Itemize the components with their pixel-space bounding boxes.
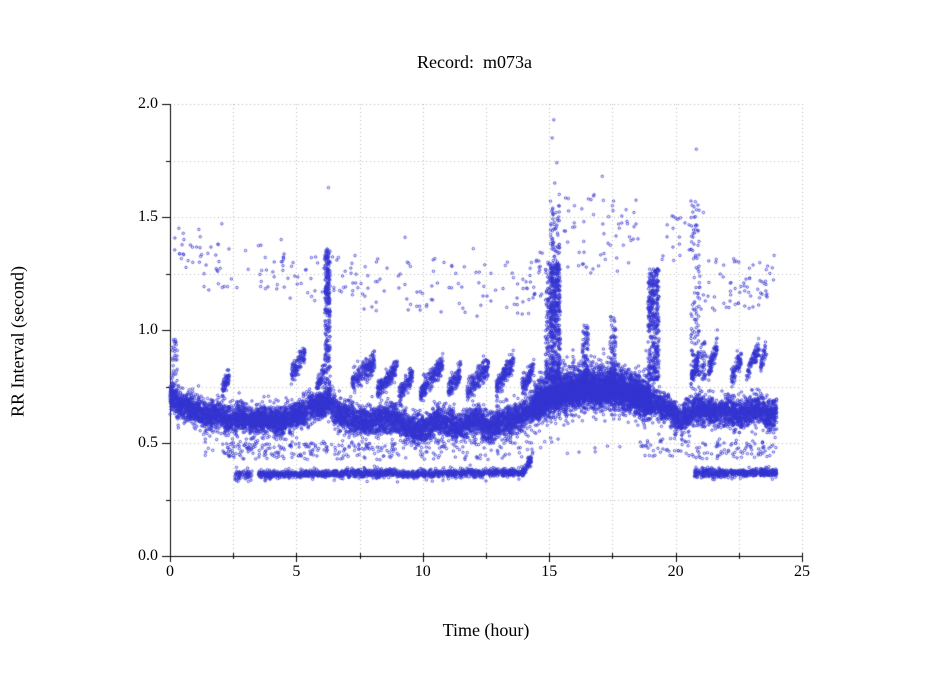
x-axis-label: Time (hour) xyxy=(442,620,530,640)
y-tick-label: 1.0 xyxy=(138,321,158,338)
y-tick-label: 0.0 xyxy=(138,547,158,564)
x-tick-label: 15 xyxy=(541,563,558,580)
y-tick-label: 1.5 xyxy=(138,208,158,225)
x-tick-label: 25 xyxy=(794,563,810,580)
y-tick-label: 0.5 xyxy=(138,434,158,451)
y-tick-label: 2.0 xyxy=(138,95,158,112)
x-tick-label: 20 xyxy=(667,563,684,580)
x-tick-label: 10 xyxy=(414,563,431,580)
x-tick-label: 0 xyxy=(166,563,174,580)
y-axis-label: RR Interval (second) xyxy=(7,266,28,417)
chart-title: Record: m073a xyxy=(417,52,532,72)
x-tick-label: 5 xyxy=(292,563,301,580)
